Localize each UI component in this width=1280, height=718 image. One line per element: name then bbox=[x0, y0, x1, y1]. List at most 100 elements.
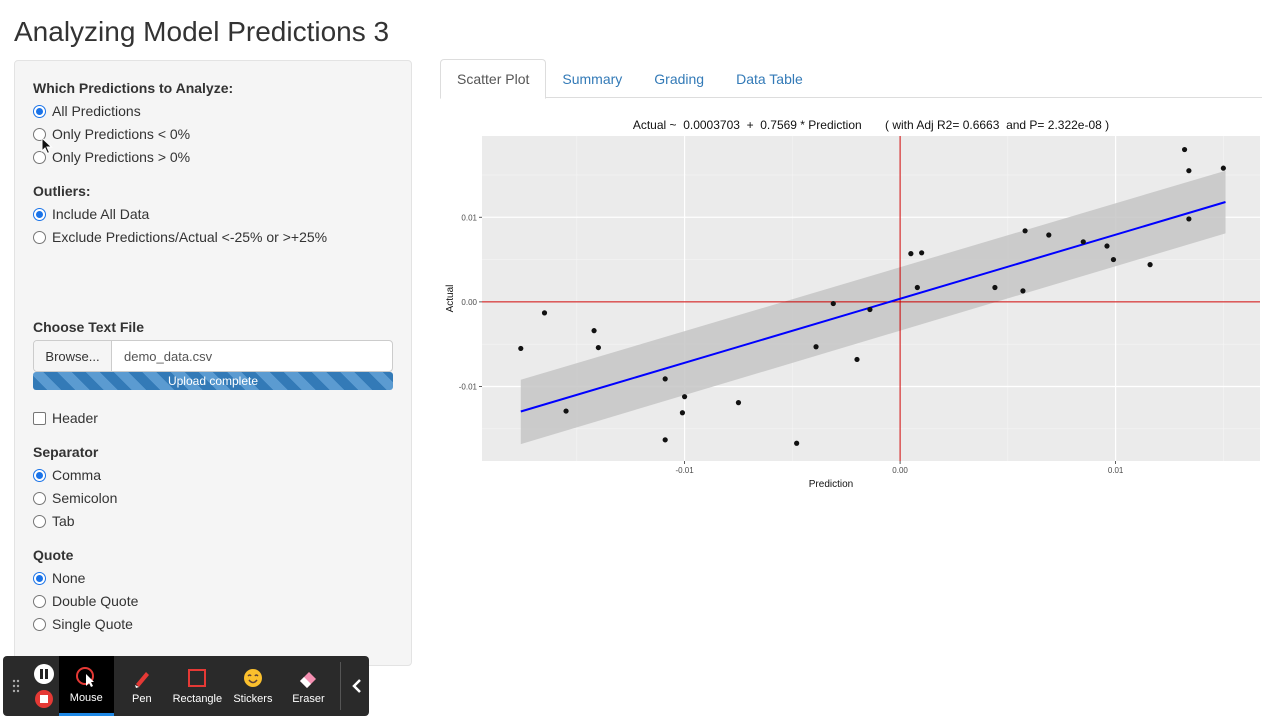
header-label: Header bbox=[52, 410, 98, 426]
data-point bbox=[1186, 216, 1192, 222]
chevron-left-icon[interactable] bbox=[345, 656, 369, 716]
radio-tab[interactable]: Tab bbox=[33, 511, 75, 531]
data-point bbox=[867, 306, 873, 313]
data-point bbox=[735, 400, 742, 406]
tool-eraser[interactable]: Eraser bbox=[281, 656, 337, 716]
radio-button[interactable] bbox=[33, 207, 46, 221]
data-point bbox=[1080, 239, 1086, 245]
sticker-icon bbox=[243, 669, 262, 687]
regression-line bbox=[520, 201, 1226, 413]
tab-data-table[interactable]: Data Table bbox=[736, 70, 803, 87]
predictions-label: Which Predictions to Analyze: bbox=[33, 80, 234, 96]
radio-button[interactable] bbox=[33, 491, 46, 505]
data-point bbox=[914, 284, 920, 291]
y-axis-label: Actual bbox=[445, 285, 456, 313]
header-checkbox[interactable] bbox=[33, 411, 46, 425]
radio-all-predictions[interactable]: All Predictions bbox=[33, 101, 141, 121]
data-point bbox=[1147, 262, 1153, 268]
mouse-pointer-icon bbox=[76, 666, 95, 687]
tab-summary[interactable]: Summary bbox=[562, 70, 623, 87]
tool-mouse[interactable]: Mouse bbox=[58, 656, 115, 716]
radio-button[interactable] bbox=[33, 104, 46, 118]
radio-label: All Predictions bbox=[52, 103, 141, 119]
radio-semicolon[interactable]: Semicolon bbox=[33, 488, 117, 508]
data-point bbox=[1181, 146, 1188, 153]
radio-button[interactable] bbox=[33, 468, 46, 482]
data-point bbox=[591, 328, 597, 334]
radio-single-quote[interactable]: Single Quote bbox=[33, 614, 133, 634]
outliers-label: Outliers: bbox=[33, 183, 91, 199]
tool-label: Pen bbox=[132, 693, 152, 705]
radio-only-negative[interactable]: Only Predictions < 0% bbox=[33, 124, 190, 144]
radio-button[interactable] bbox=[33, 594, 46, 608]
radio-exclude-outliers[interactable]: Exclude Predictions/Actual <-25% or >+25… bbox=[33, 227, 327, 247]
radio-double-quote[interactable]: Double Quote bbox=[33, 591, 138, 611]
pause-icon[interactable] bbox=[33, 664, 54, 684]
radio-button[interactable] bbox=[33, 514, 46, 528]
header-checkbox-row[interactable]: Header bbox=[33, 408, 98, 428]
radio-label: Comma bbox=[52, 467, 102, 483]
separator-label: Separator bbox=[33, 444, 99, 460]
y-tick-label: 0.01 bbox=[461, 213, 477, 222]
page-title: Analyzing Model Predictions 3 bbox=[14, 16, 390, 47]
annotation-toolbar: Mouse Pen Rectangle Stickers Eraser bbox=[3, 656, 369, 716]
radio-button[interactable] bbox=[33, 127, 46, 141]
scatter-plot: -0.01 0.00 0.01 -0.01 0.00 0.01 Actual ~ 0.000… bbox=[445, 118, 1260, 490]
radio-button[interactable] bbox=[33, 150, 46, 164]
data-point bbox=[813, 344, 819, 350]
file-label: Choose Text File bbox=[33, 319, 144, 335]
x-tick-label: 0.01 bbox=[1108, 466, 1124, 475]
sidebar-panel: Which Predictions to Analyze: All Predic… bbox=[14, 60, 412, 666]
radio-button[interactable] bbox=[33, 230, 46, 244]
radio-button[interactable] bbox=[33, 571, 46, 585]
tool-label: Rectangle bbox=[172, 693, 223, 705]
data-point bbox=[662, 437, 668, 443]
mouse-cursor-icon bbox=[41, 137, 53, 155]
radio-label: None bbox=[52, 570, 86, 586]
file-input[interactable]: Browse... demo_data.csv bbox=[33, 340, 393, 372]
eraser-icon bbox=[300, 672, 317, 688]
data-point bbox=[662, 376, 668, 382]
data-point bbox=[1104, 243, 1110, 249]
y-tick-label: -0.01 bbox=[459, 383, 478, 392]
tab-grading[interactable]: Grading bbox=[654, 70, 705, 87]
data-point bbox=[992, 284, 998, 291]
radio-label: Only Predictions < 0% bbox=[52, 126, 191, 142]
rectangle-icon bbox=[188, 669, 207, 687]
radio-include-all[interactable]: Include All Data bbox=[33, 204, 149, 224]
stop-icon[interactable] bbox=[34, 690, 53, 708]
x-axis-label: Prediction bbox=[809, 479, 853, 490]
pen-icon bbox=[134, 672, 149, 688]
y-tick-label: 0.00 bbox=[461, 298, 477, 307]
radio-only-positive[interactable]: Only Predictions > 0% bbox=[33, 147, 190, 167]
data-point bbox=[854, 356, 860, 363]
radio-quote-none[interactable]: None bbox=[33, 568, 85, 588]
tab-bar: Scatter Plot Summary Grading Data Table bbox=[440, 59, 1262, 99]
radio-label: Single Quote bbox=[52, 616, 133, 632]
radio-label: Include All Data bbox=[52, 206, 150, 222]
radio-button[interactable] bbox=[33, 617, 46, 631]
data-point bbox=[679, 410, 686, 416]
data-point bbox=[908, 251, 914, 257]
upload-progress-bar: Upload complete bbox=[33, 372, 393, 390]
data-point bbox=[1220, 165, 1226, 171]
browse-button[interactable]: Browse... bbox=[34, 341, 112, 371]
data-point bbox=[830, 300, 836, 307]
data-point bbox=[518, 345, 524, 352]
tool-rectangle[interactable]: Rectangle bbox=[170, 656, 226, 716]
tool-pen[interactable]: Pen bbox=[114, 656, 170, 716]
radio-label: Exclude Predictions/Actual <-25% or >+25… bbox=[52, 229, 328, 245]
tab-scatter-plot[interactable]: Scatter Plot bbox=[440, 59, 547, 99]
x-tick-label: -0.01 bbox=[675, 466, 694, 475]
radio-label: Tab bbox=[52, 513, 75, 529]
data-point bbox=[681, 394, 688, 400]
tool-stickers[interactable]: Stickers bbox=[225, 656, 281, 716]
radio-label: Semicolon bbox=[52, 490, 118, 506]
file-name-field[interactable]: demo_data.csv bbox=[124, 348, 213, 364]
drag-handle-icon[interactable] bbox=[3, 656, 29, 716]
progress-text: Upload complete bbox=[167, 374, 259, 388]
radio-comma[interactable]: Comma bbox=[33, 465, 101, 485]
tool-label: Eraser bbox=[292, 693, 325, 705]
radio-label: Only Predictions > 0% bbox=[52, 149, 191, 165]
quote-label: Quote bbox=[33, 547, 74, 563]
